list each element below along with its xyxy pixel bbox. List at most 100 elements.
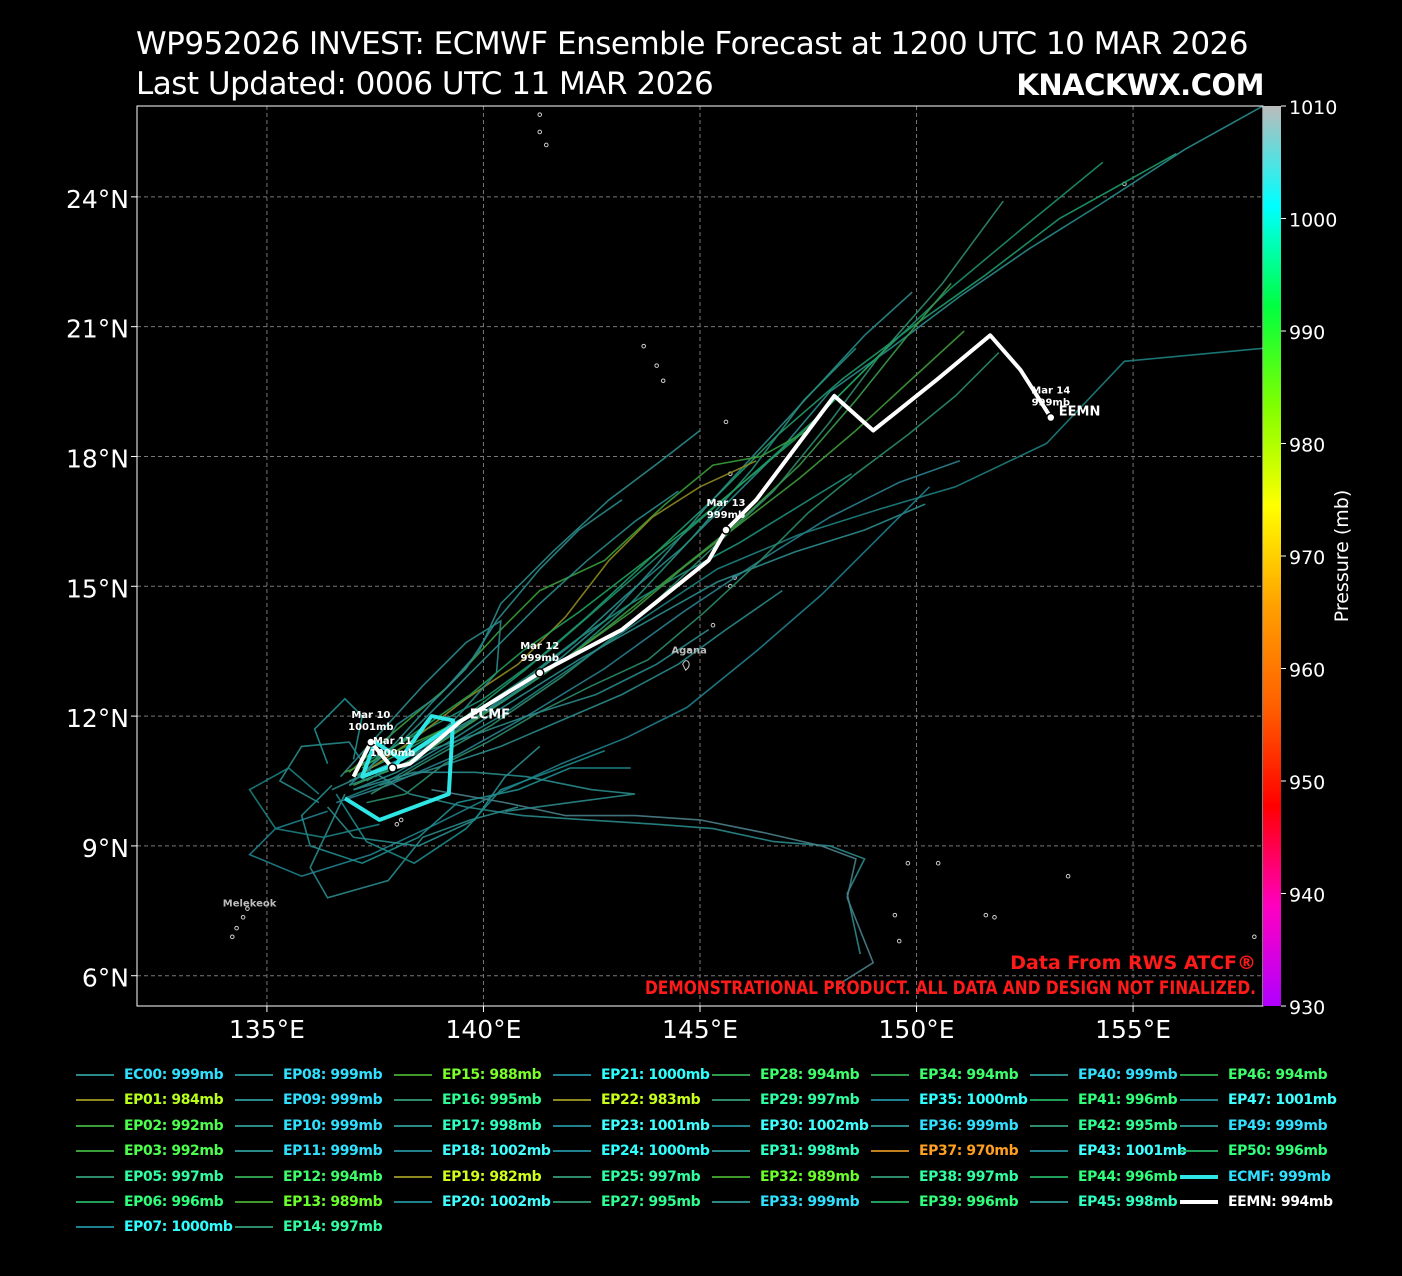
- legend-item: EP36: 999mb: [871, 1114, 1019, 1138]
- ensemble-track: [357, 460, 757, 778]
- island: [686, 648, 692, 654]
- island: [234, 925, 239, 931]
- eemn-point-date: Mar 12: [520, 641, 559, 652]
- legend-swatch: [871, 1150, 909, 1153]
- legend-label: EEMN: 994mb: [1228, 1194, 1333, 1210]
- colorbar-tick-label: 930: [1289, 997, 1325, 1019]
- island: [229, 934, 235, 940]
- legend-swatch: [1030, 1201, 1068, 1203]
- legend-label: EP46: 994mb: [1228, 1067, 1328, 1083]
- legend-label: EP31: 998mb: [760, 1143, 860, 1160]
- legend-item: EP02: 992mb: [76, 1114, 224, 1138]
- ensemble-track: [379, 589, 783, 787]
- ensemble-track: [361, 161, 1104, 765]
- legend-swatch: [871, 1099, 909, 1102]
- legend-swatch: [76, 1175, 114, 1178]
- legend-swatch: [1030, 1099, 1068, 1102]
- island: [1252, 934, 1257, 940]
- legend-item: EP29: 997mb: [712, 1088, 860, 1112]
- legend-label: EP03: 992mb: [124, 1143, 224, 1160]
- colorbar-tick-label: 990: [1289, 322, 1325, 344]
- ensemble-track: [348, 429, 809, 773]
- legend-label: EP29: 997mb: [760, 1092, 860, 1109]
- legend-label: EP43: 1001mb: [1078, 1143, 1187, 1160]
- island-guam: [682, 660, 690, 671]
- legend-swatch: [712, 1074, 750, 1076]
- legend-label: EP10: 999mb: [283, 1117, 383, 1134]
- eemn-point-pressure: 1001mb: [348, 722, 393, 733]
- legend-swatch: [1030, 1175, 1068, 1178]
- legend-item: EP14: 997mb: [235, 1215, 383, 1239]
- legend-swatch: [235, 1175, 273, 1178]
- legend-item: EP47: 1001mb: [1180, 1088, 1337, 1112]
- legend-swatch: [235, 1150, 273, 1153]
- legend-item: EP32: 989mb: [712, 1165, 860, 1189]
- eemn-point-date: Mar 13: [706, 498, 745, 509]
- ensemble-track: [335, 749, 605, 865]
- legend-item: EEMN: 994mb: [1180, 1190, 1333, 1214]
- legend-label: EP15: 988mb: [442, 1067, 542, 1083]
- legend-swatch: [1180, 1174, 1218, 1179]
- lat-tick-label: 9°N: [82, 834, 129, 863]
- legend-item: EP19: 982mb: [394, 1165, 542, 1189]
- legend-label: EP47: 1001mb: [1228, 1092, 1337, 1109]
- legend-swatch: [553, 1201, 591, 1203]
- credit-disclaimer: DEMONSTRATIONAL PRODUCT. ALL DATA AND DE…: [645, 977, 1256, 999]
- legend-label: EP17: 998mb: [442, 1117, 542, 1134]
- ensemble-track: [431, 788, 875, 986]
- brand-logo-text: KNACKWX.COM: [1016, 68, 1264, 102]
- legend-item: EP07: 1000mb: [76, 1215, 233, 1239]
- island: [660, 378, 666, 384]
- lat-tick-label: 15°N: [66, 574, 129, 603]
- legend-swatch: [76, 1226, 114, 1229]
- ensemble-track: [278, 741, 866, 955]
- island: [992, 914, 997, 920]
- legend-swatch: [1180, 1074, 1218, 1076]
- legend-swatch: [394, 1074, 432, 1076]
- axes: 6°N 9°N 12°N 15°N 18°N 21°N 24°N 135°E 140°E 145°…: [66, 185, 1171, 1044]
- colorbar-title: Pressure (mb): [1331, 490, 1353, 623]
- legend-item: EP24: 1000mb: [553, 1139, 710, 1163]
- legend-item: EP27: 995mb: [553, 1190, 701, 1214]
- eemn-point-pressure: 999mb: [521, 653, 559, 664]
- island: [394, 821, 400, 827]
- lon-tick-label: 150°E: [879, 1015, 955, 1044]
- legend-label: EP06: 996mb: [124, 1194, 224, 1210]
- lon-tick-label: 135°E: [229, 1015, 305, 1044]
- legend-label: EP30: 1002mb: [760, 1117, 869, 1134]
- legend-item: EP23: 1001mb: [553, 1114, 710, 1138]
- legend-item: EP20: 1002mb: [394, 1190, 551, 1214]
- legend-swatch: [712, 1201, 750, 1203]
- chart-title: WP952026 INVEST: ECMWF Ensemble Forecast…: [136, 26, 1249, 62]
- legend-swatch: [76, 1201, 114, 1203]
- legend-swatch: [394, 1099, 432, 1102]
- legend-item: EP46: 994mb: [1180, 1063, 1328, 1087]
- legend-swatch: [394, 1150, 432, 1153]
- legend-item: ECMF: 999mb: [1180, 1165, 1331, 1189]
- legend-label: EP45: 998mb: [1078, 1194, 1178, 1210]
- legend-item: EP49: 999mb: [1180, 1114, 1328, 1138]
- eemn-label: EEMN: [1059, 405, 1101, 420]
- legend-item: EP01: 984mb: [76, 1088, 224, 1112]
- legend-item: EP08: 999mb: [235, 1063, 383, 1087]
- legend-item: EP16: 995mb: [394, 1088, 542, 1112]
- island: [245, 906, 250, 911]
- legend-label: EP20: 1002mb: [442, 1194, 551, 1210]
- legend-item: EP05: 997mb: [76, 1165, 224, 1189]
- lon-tick-label: 145°E: [662, 1015, 738, 1044]
- legend-label: EP14: 997mb: [283, 1219, 383, 1236]
- eemn-point-date: Mar 14: [1031, 386, 1070, 397]
- legend-label: EP44: 996mb: [1078, 1168, 1178, 1185]
- legend-item: EP44: 996mb: [1030, 1165, 1178, 1189]
- place-label: Agana: [671, 645, 707, 656]
- colorbar-tick-label: 1000: [1289, 210, 1337, 232]
- ensemble-track: [353, 282, 952, 787]
- legend-label: EP11: 999mb: [283, 1143, 383, 1160]
- legend-label: ECMF: 999mb: [1228, 1168, 1331, 1185]
- legend-label: EP28: 994mb: [760, 1067, 860, 1083]
- legend-item: EP03: 992mb: [76, 1139, 224, 1163]
- ensemble-track: [353, 771, 636, 813]
- island: [935, 860, 941, 866]
- legend-item: EP28: 994mb: [712, 1063, 860, 1087]
- ensemble-track: [248, 767, 380, 839]
